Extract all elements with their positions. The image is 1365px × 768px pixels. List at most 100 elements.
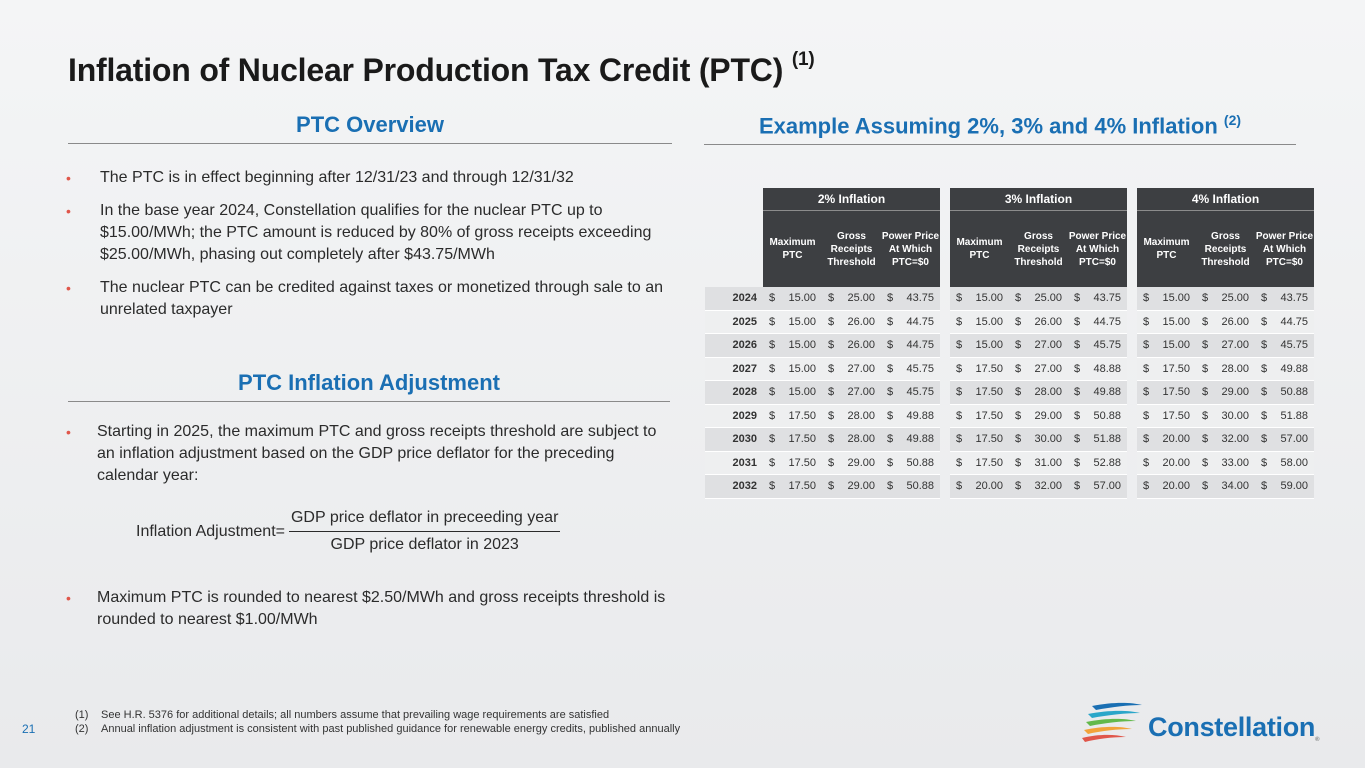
cell-value: 44.75: [906, 315, 934, 328]
ptc-inflation-heading: PTC Inflation Adjustment: [68, 370, 670, 402]
table-cell: $15.00: [950, 310, 1009, 334]
cell-value: 25.00: [1221, 292, 1249, 305]
table-cell: $50.88: [881, 475, 940, 499]
table-cell: $15.00: [950, 334, 1009, 358]
table-row: 2026 $15.00 $26.00 $44.75 $15.00 $27.00 $45.75…: [705, 334, 1314, 358]
table-cell: $29.00: [822, 451, 881, 475]
overview-bullet: The nuclear PTC can be credited against …: [66, 277, 672, 321]
cell-value: 51.88: [1093, 433, 1121, 446]
table-cell: $17.50: [950, 357, 1009, 381]
table-row: 2028 $15.00 $27.00 $45.75 $17.50 $28.00 $49.88…: [705, 381, 1314, 405]
rounding-list: Maximum PTC is rounded to nearest $2.50/…: [66, 587, 672, 642]
table-cell: $27.00: [822, 381, 881, 405]
cell-value: 28.00: [847, 409, 875, 422]
row-year: 2027: [705, 357, 763, 381]
cell-value: 43.75: [906, 292, 934, 305]
table-cell: $27.00: [822, 357, 881, 381]
table-cell: $15.00: [1137, 287, 1196, 311]
table-cell: $17.50: [1137, 357, 1196, 381]
table-cell: $50.88: [1255, 381, 1314, 405]
table-corner: [705, 210, 763, 287]
table-cell: $26.00: [1009, 310, 1068, 334]
cell-value: 29.00: [1221, 386, 1249, 399]
cell-value: 44.75: [906, 339, 934, 352]
table-cell: $27.00: [1009, 357, 1068, 381]
cell-value: 17.50: [975, 386, 1003, 399]
footnote-text: See H.R. 5376 for additional details; al…: [101, 709, 610, 721]
table-cell: $32.00: [1196, 428, 1255, 452]
inflation-formula: Inflation Adjustment= GDP price deflator…: [136, 509, 561, 554]
cell-value: 45.75: [906, 362, 934, 375]
cell-value: 50.88: [1280, 386, 1308, 399]
table-cell: $15.00: [763, 310, 822, 334]
table-cell: $29.00: [822, 475, 881, 499]
cell-value: 17.50: [788, 456, 816, 469]
cell-value: 17.50: [975, 456, 1003, 469]
formula-numerator: GDP price deflator in preceeding year: [288, 509, 561, 532]
table-row: 2027 $15.00 $27.00 $45.75 $17.50 $27.00 $48.88…: [705, 357, 1314, 381]
table-row: 2030 $17.50 $28.00 $49.88 $17.50 $30.00 $51.88…: [705, 428, 1314, 452]
cell-value: 57.00: [1093, 480, 1121, 493]
table-cell: $50.88: [1068, 404, 1127, 428]
footnote-text: Annual inflation adjustment is consisten…: [101, 723, 681, 735]
table-cell: $45.75: [1255, 334, 1314, 358]
table-cell: $44.75: [881, 334, 940, 358]
cell-value: 34.00: [1221, 480, 1249, 493]
cell-value: 20.00: [1162, 456, 1190, 469]
cell-value: 49.88: [906, 409, 934, 422]
cell-value: 59.00: [1280, 480, 1308, 493]
cell-value: 49.88: [906, 433, 934, 446]
cell-value: 50.88: [1093, 409, 1121, 422]
cell-value: 15.00: [1162, 315, 1190, 328]
table-cell: $44.75: [1068, 310, 1127, 334]
table-cell: $28.00: [822, 428, 881, 452]
table-cell: $15.00: [1137, 310, 1196, 334]
cell-value: 27.00: [1221, 339, 1249, 352]
cell-value: 17.50: [1162, 386, 1190, 399]
table-cell: $17.50: [763, 404, 822, 428]
cell-value: 17.50: [1162, 409, 1190, 422]
cell-value: 17.50: [1162, 362, 1190, 375]
table-cell: $26.00: [1196, 310, 1255, 334]
title-footnote-mark: (1): [791, 49, 815, 71]
column-header: Maximum PTC: [950, 210, 1009, 287]
cell-value: 20.00: [1162, 433, 1190, 446]
formula-label: Inflation Adjustment=: [136, 522, 285, 540]
table-cell: $25.00: [1196, 287, 1255, 311]
row-year: 2029: [705, 404, 763, 428]
table-cell: $30.00: [1009, 428, 1068, 452]
table-cell: $32.00: [1009, 475, 1068, 499]
cell-value: 33.00: [1221, 456, 1249, 469]
group-header-2pct: 2% Inflation: [763, 188, 940, 210]
table-cell: $57.00: [1255, 428, 1314, 452]
row-year: 2031: [705, 451, 763, 475]
example-heading-text: Example Assuming 2%, 3% and 4% Inflation: [758, 113, 1218, 139]
table-cell: $59.00: [1255, 475, 1314, 499]
table-cell: $49.88: [1255, 357, 1314, 381]
cell-value: 15.00: [975, 315, 1003, 328]
column-header: Gross Receipts Threshold: [1196, 210, 1255, 287]
column-header: Maximum PTC: [1137, 210, 1196, 287]
cell-value: 32.00: [1034, 480, 1062, 493]
cell-value: 15.00: [975, 339, 1003, 352]
cell-value: 45.75: [1280, 339, 1308, 352]
footnote-mark: (1): [75, 709, 89, 721]
table-cell: $49.88: [1068, 381, 1127, 405]
cell-value: 27.00: [847, 362, 875, 375]
table-cell: $43.75: [1068, 287, 1127, 311]
table-cell: $49.88: [881, 428, 940, 452]
cell-value: 29.00: [847, 456, 875, 469]
cell-value: 15.00: [1162, 292, 1190, 305]
column-header: Power Price At Which PTC=$0: [1255, 210, 1314, 287]
cell-value: 50.88: [906, 480, 934, 493]
cell-value: 43.75: [1280, 292, 1308, 305]
cell-value: 43.75: [1093, 292, 1121, 305]
table-cell: $17.50: [763, 475, 822, 499]
table-row: 2029 $17.50 $28.00 $49.88 $17.50 $29.00 $50.88…: [705, 404, 1314, 428]
table-row: 2024 $15.00 $25.00 $43.75 $15.00 $25.00 $43.75…: [705, 287, 1314, 311]
table-cell: $28.00: [1009, 381, 1068, 405]
table-cell: $52.88: [1068, 451, 1127, 475]
inflation-list: Starting in 2025, the maximum PTC and gr…: [66, 421, 672, 498]
table-cell: $17.50: [1137, 381, 1196, 405]
cell-value: 26.00: [847, 315, 875, 328]
